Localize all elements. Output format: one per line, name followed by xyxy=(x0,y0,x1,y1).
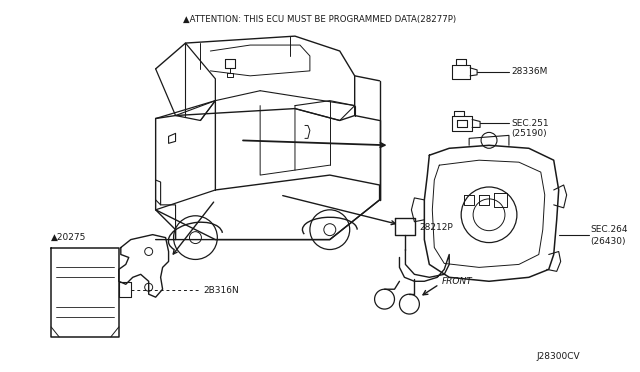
Text: (26430): (26430) xyxy=(591,237,626,246)
Text: SEC.251: SEC.251 xyxy=(511,119,548,128)
Text: ▲20275: ▲20275 xyxy=(51,232,86,241)
Text: (25190): (25190) xyxy=(511,129,547,138)
Text: FRONT: FRONT xyxy=(441,277,472,286)
Text: SEC.264: SEC.264 xyxy=(591,225,628,234)
Text: 28336M: 28336M xyxy=(511,67,547,76)
Text: ▲ATTENTION: THIS ECU MUST BE PROGRAMMED DATA(28277P): ▲ATTENTION: THIS ECU MUST BE PROGRAMMED … xyxy=(183,15,456,24)
Text: 28212P: 28212P xyxy=(419,223,453,232)
Text: 2B316N: 2B316N xyxy=(204,286,239,295)
Text: J28300CV: J28300CV xyxy=(537,352,580,361)
